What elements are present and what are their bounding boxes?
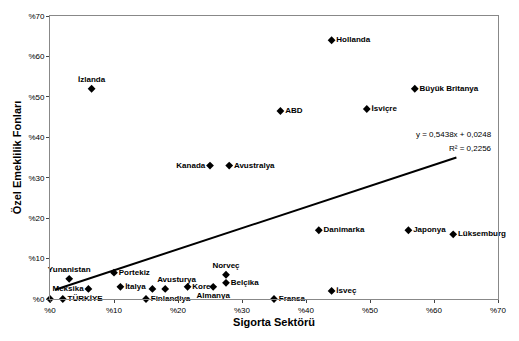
svg-text:%0: %0: [44, 306, 56, 315]
svg-text:Danimarka: Danimarka: [324, 225, 365, 234]
svg-text:y = 0,5438x + 0,0248: y = 0,5438x + 0,0248: [416, 130, 492, 139]
svg-text:%0: %0: [33, 295, 45, 304]
svg-text:%50: %50: [362, 306, 379, 315]
svg-text:R² = 0,2256: R² = 0,2256: [449, 144, 492, 153]
svg-text:Kanada: Kanada: [176, 161, 205, 170]
svg-text:Avusturya: Avusturya: [157, 275, 196, 284]
svg-text:Hollanda: Hollanda: [336, 35, 370, 44]
svg-text:Lüksemburg: Lüksemburg: [458, 229, 506, 238]
svg-text:%30: %30: [234, 306, 251, 315]
svg-text:Japonya: Japonya: [413, 225, 446, 234]
svg-text:%30: %30: [28, 174, 45, 183]
svg-text:Özel Emeklilik Fonları: Özel Emeklilik Fonları: [11, 101, 23, 215]
svg-text:İsveç: İsveç: [336, 286, 357, 295]
svg-text:%60: %60: [426, 306, 443, 315]
svg-text:Büyük Britanya: Büyük Britanya: [420, 84, 479, 93]
svg-text:%40: %40: [298, 306, 315, 315]
svg-text:%70: %70: [28, 12, 45, 21]
svg-text:Avustralya: Avustralya: [234, 161, 275, 170]
svg-text:TÜRKİYE: TÜRKİYE: [68, 294, 104, 303]
svg-text:%20: %20: [28, 214, 45, 223]
svg-text:%20: %20: [170, 306, 187, 315]
svg-text:%40: %40: [28, 133, 45, 142]
svg-text:Sigorta Sektörü: Sigorta Sektörü: [233, 316, 315, 328]
svg-text:Meksika: Meksika: [53, 284, 85, 293]
svg-text:İtalya: İtalya: [125, 282, 146, 291]
svg-text:Belçika: Belçika: [231, 278, 260, 287]
svg-text:Almanya: Almanya: [197, 291, 231, 300]
svg-text:Portekiz: Portekiz: [119, 268, 150, 277]
svg-text:%10: %10: [106, 306, 123, 315]
svg-text:Yunanistan: Yunanistan: [48, 265, 91, 274]
svg-text:%50: %50: [28, 93, 45, 102]
svg-text:Finlandiya: Finlandiya: [151, 294, 191, 303]
svg-text:Fransa: Fransa: [279, 294, 306, 303]
svg-text:Kore: Kore: [192, 282, 211, 291]
svg-text:%60: %60: [28, 52, 45, 61]
svg-text:ABD: ABD: [285, 106, 303, 115]
svg-text:İzlanda: İzlanda: [78, 75, 106, 84]
svg-text:%70: %70: [490, 306, 507, 315]
svg-text:İsviçre: İsviçre: [372, 104, 398, 113]
svg-text:%10: %10: [28, 254, 45, 263]
svg-text:Norveç: Norveç: [212, 261, 240, 270]
